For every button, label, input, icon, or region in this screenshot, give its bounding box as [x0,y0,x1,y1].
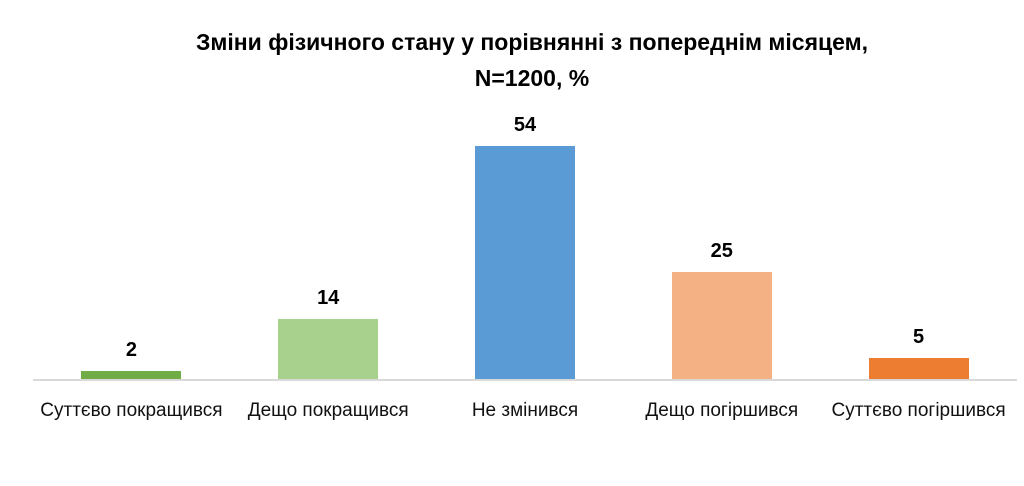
bar-value-label-5: 5 [913,326,925,348]
bar-1 [81,371,182,380]
bar-value-label-3: 54 [513,114,537,136]
chart-title: Зміни фізичного стану у порівнянні з поп… [40,24,1024,96]
category-label-2: Дещо покращився [247,400,409,421]
chart-title-line-2: N=1200, % [474,65,590,91]
category-label-5: Суттєво погіршився [831,400,1006,421]
bar-3 [475,146,575,380]
category-label-4: Дещо погіршився [645,400,799,421]
category-label-1: Суттєво покращився [40,400,223,421]
bar-4 [671,272,772,380]
bar-value-label-2: 14 [317,287,340,309]
bar-5 [868,358,969,380]
chart-title-line-1: Зміни фізичного стану у порівнянні з поп… [195,29,869,55]
category-label-3: Не змінився [471,400,579,421]
bar-value-label-4: 25 [710,240,733,262]
bar-value-label-1: 2 [125,339,137,361]
x-axis-line [33,379,1017,381]
bar-2 [278,319,379,380]
